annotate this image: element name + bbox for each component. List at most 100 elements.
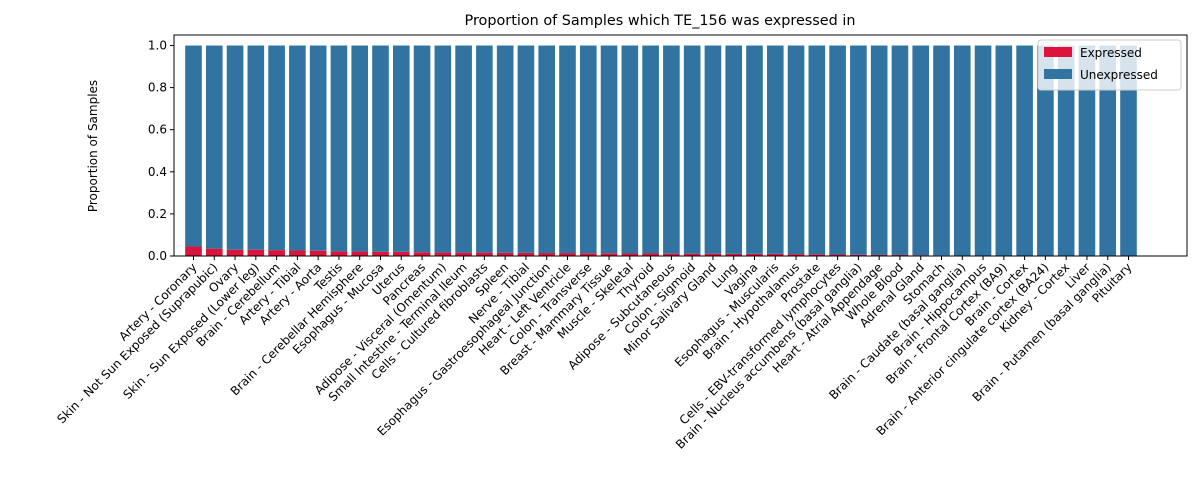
bar-expressed-22 (642, 253, 659, 256)
y-axis: 0.0 0.2 0.4 0.6 0.8 1.0 (148, 39, 174, 263)
bar-expressed-32 (850, 254, 867, 256)
bar-unexpressed-37 (953, 45, 971, 256)
bar-unexpressed-24 (683, 45, 701, 254)
bar-unexpressed-17 (538, 45, 556, 254)
y-tick-label: 0.2 (148, 207, 167, 221)
bar-expressed-8 (351, 251, 369, 256)
bar-unexpressed-41 (1037, 45, 1054, 256)
bar-expressed-2 (226, 249, 244, 256)
bar-unexpressed-6 (309, 45, 327, 251)
legend-label-unexpressed: Unexpressed (1080, 68, 1158, 82)
bar-expressed-11 (413, 252, 431, 256)
bars-group (185, 45, 1137, 256)
bar-unexpressed-3 (247, 45, 265, 250)
y-tick-label: 0.0 (148, 249, 167, 263)
bar-expressed-26 (725, 253, 743, 256)
bar-unexpressed-1 (205, 45, 223, 249)
bar-expressed-3 (247, 249, 265, 256)
bar-unexpressed-19 (579, 45, 597, 254)
bar-unexpressed-8 (351, 45, 369, 252)
bar-unexpressed-31 (829, 45, 846, 255)
bar-expressed-27 (746, 253, 763, 256)
bar-unexpressed-45 (1120, 45, 1137, 256)
y-tick-label: 1.0 (148, 39, 167, 53)
bar-expressed-6 (309, 250, 327, 256)
bar-unexpressed-4 (268, 45, 285, 251)
bar-unexpressed-0 (185, 45, 202, 247)
bar-unexpressed-10 (392, 45, 410, 252)
bar-expressed-17 (538, 253, 556, 256)
bar-expressed-21 (621, 253, 639, 256)
bar-expressed-12 (434, 252, 452, 256)
bar-unexpressed-16 (517, 45, 535, 253)
bar-unexpressed-27 (746, 45, 763, 254)
bar-unexpressed-12 (434, 45, 452, 253)
bar-unexpressed-18 (559, 45, 576, 254)
bar-unexpressed-2 (226, 45, 244, 250)
y-tick-label: 0.8 (148, 81, 167, 95)
bar-expressed-0 (185, 246, 202, 256)
bar-expressed-4 (268, 250, 285, 256)
bar-unexpressed-35 (912, 45, 930, 256)
bar-unexpressed-9 (372, 45, 389, 252)
bar-expressed-23 (663, 253, 680, 256)
bar-expressed-19 (579, 253, 597, 256)
x-tick-label: Skin - Not Sun Exposed (Suprapubic) (54, 260, 220, 426)
legend-swatch-unexpressed (1044, 69, 1072, 79)
bar-unexpressed-5 (289, 45, 306, 251)
bar-expressed-24 (683, 253, 701, 256)
bar-unexpressed-29 (787, 45, 805, 255)
bar-unexpressed-44 (1099, 45, 1117, 256)
bar-unexpressed-28 (766, 45, 784, 254)
bar-expressed-13 (455, 252, 472, 256)
chart-title: Proportion of Samples which TE_156 was e… (465, 13, 856, 29)
bar-expressed-18 (559, 253, 576, 256)
legend-swatch-expressed (1044, 47, 1072, 57)
bar-unexpressed-38 (974, 45, 992, 256)
bar-expressed-29 (787, 254, 805, 256)
bar-expressed-14 (476, 252, 493, 256)
bar-unexpressed-32 (850, 45, 867, 255)
bar-unexpressed-14 (476, 45, 493, 253)
bar-unexpressed-7 (330, 45, 348, 252)
legend-box (1037, 39, 1182, 91)
bar-unexpressed-30 (808, 45, 826, 255)
bar-unexpressed-36 (933, 45, 950, 256)
y-tick-label: 0.4 (148, 165, 167, 179)
bar-expressed-16 (517, 252, 535, 256)
bar-expressed-25 (704, 253, 722, 256)
bar-unexpressed-25 (704, 45, 722, 254)
bar-expressed-20 (600, 253, 618, 256)
bar-unexpressed-34 (891, 45, 909, 255)
bar-unexpressed-13 (455, 45, 472, 253)
bar-expressed-33 (870, 254, 888, 256)
bar-unexpressed-40 (1016, 45, 1033, 256)
bar-expressed-1 (205, 248, 223, 256)
bar-expressed-9 (372, 251, 389, 256)
bar-expressed-10 (392, 251, 410, 256)
bar-expressed-7 (330, 251, 348, 256)
bar-expressed-30 (808, 254, 826, 256)
bar-expressed-28 (766, 253, 784, 256)
bar-unexpressed-42 (1057, 45, 1075, 256)
bar-unexpressed-15 (496, 45, 514, 253)
bar-expressed-31 (829, 254, 846, 256)
bar-unexpressed-39 (995, 45, 1013, 256)
bar-expressed-34 (891, 254, 909, 256)
bar-unexpressed-43 (1078, 45, 1096, 256)
plot-frame (173, 34, 1188, 257)
legend: Expressed Unexpressed (1037, 39, 1182, 91)
bar-expressed-15 (496, 252, 514, 256)
y-tick-label: 0.6 (148, 123, 167, 137)
bar-unexpressed-33 (870, 45, 888, 255)
bar-unexpressed-26 (725, 45, 743, 254)
y-axis-label: Proportion of Samples (86, 80, 100, 212)
bar-unexpressed-23 (663, 45, 680, 254)
bar-unexpressed-11 (413, 45, 431, 253)
bar-unexpressed-22 (642, 45, 659, 254)
bar-unexpressed-21 (621, 45, 639, 254)
bar-unexpressed-20 (600, 45, 618, 254)
bar-expressed-5 (289, 250, 306, 256)
